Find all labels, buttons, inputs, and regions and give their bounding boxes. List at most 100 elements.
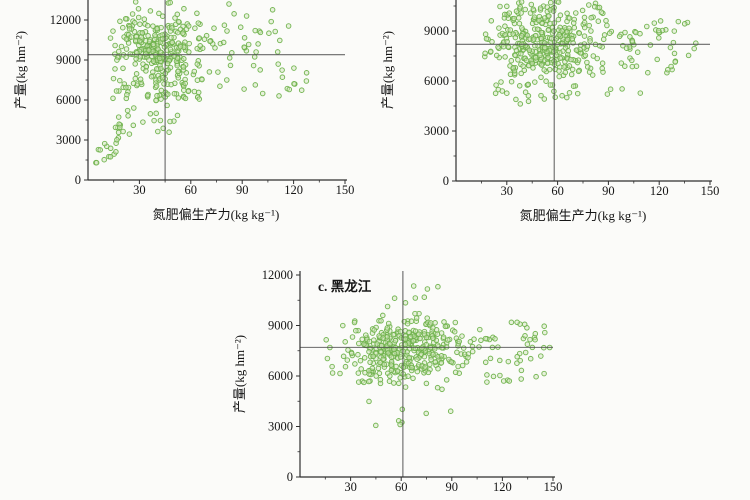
data-point [424, 286, 431, 292]
data-point [665, 66, 671, 73]
data-point [672, 59, 678, 65]
data-point [522, 6, 528, 13]
data-point [414, 368, 421, 375]
data-point [158, 96, 164, 102]
data-point [195, 20, 202, 26]
data-point [515, 57, 521, 63]
data-point [430, 351, 436, 358]
data-point [133, 56, 139, 62]
data-point [402, 341, 409, 348]
data-point [657, 18, 664, 24]
data-point [191, 68, 198, 75]
data-point [442, 323, 449, 330]
data-point [427, 320, 434, 326]
y-tick-label: 9000 [56, 53, 81, 67]
data-point [175, 75, 182, 81]
data-point [159, 36, 166, 42]
data-point [211, 25, 217, 31]
data-point [671, 28, 678, 34]
x-axis-label: 氮肥偏生产力(kg kg⁻¹) [153, 207, 280, 222]
data-point [482, 31, 489, 37]
data-point [115, 114, 122, 120]
data-point [519, 25, 525, 31]
data-point [487, 355, 494, 362]
data-point [221, 22, 228, 28]
data-point [414, 356, 420, 362]
data-point [518, 367, 525, 374]
data-point [532, 79, 538, 85]
data-point [445, 337, 451, 343]
data-point [452, 319, 459, 326]
data-point [117, 77, 123, 84]
data-point [459, 362, 466, 369]
data-point [604, 91, 611, 97]
data-point [201, 36, 208, 42]
data-point [124, 91, 130, 98]
data-point [600, 36, 607, 43]
data-point [123, 46, 130, 52]
data-point [126, 26, 133, 32]
data-point [547, 0, 554, 6]
data-point [459, 333, 465, 339]
data-point [591, 3, 598, 10]
data-point [196, 35, 203, 41]
data-point [366, 378, 372, 385]
data-point [101, 140, 108, 147]
y-tick-label: 3000 [268, 420, 293, 434]
data-point [114, 137, 120, 143]
data-point [374, 341, 380, 347]
data-point [174, 29, 181, 36]
data-point [388, 367, 395, 374]
data-point [529, 60, 535, 67]
x-tick-label: 150 [701, 184, 720, 198]
data-point [182, 80, 188, 87]
data-point [619, 86, 625, 92]
data-point [110, 28, 116, 34]
data-point [337, 370, 343, 377]
data-point [174, 11, 181, 18]
data-point [175, 68, 181, 75]
x-tick-label: 120 [493, 480, 512, 494]
scatter-plot-a: 30 60 90 120 150 0 3000 6000 9000 12000 氮肥偏生产力(kg … [13, 0, 354, 222]
data-point [135, 6, 142, 12]
data-point [126, 131, 133, 137]
scatter-plot-b: 30 60 90 120 150 0 3000 6000 9000 氮肥偏生产力(kg kg⁻¹)… [380, 0, 719, 223]
data-point [513, 47, 520, 54]
data-point [584, 64, 591, 70]
data-point [645, 69, 651, 76]
data-point [132, 0, 139, 5]
data-point [194, 61, 201, 67]
data-point [499, 88, 506, 94]
x-tick-label: 30 [133, 183, 146, 197]
data-point [515, 15, 522, 21]
data-point [152, 32, 158, 38]
data-point [423, 410, 429, 417]
data-point [186, 49, 192, 55]
data-point [492, 90, 499, 97]
data-point [274, 49, 281, 55]
data-point [227, 62, 234, 69]
data-point [525, 98, 532, 105]
data-point [606, 30, 613, 36]
data-point [355, 351, 361, 358]
data-point [541, 323, 547, 329]
data-point [303, 70, 310, 76]
data-point [421, 353, 428, 360]
data-point [504, 38, 510, 45]
data-point [523, 57, 530, 64]
x-tick-label: 120 [284, 183, 303, 197]
data-point [571, 24, 578, 31]
data-point [438, 359, 445, 366]
data-point [253, 49, 259, 55]
x-tick-label: 120 [650, 184, 669, 198]
data-point [538, 353, 544, 359]
data-point [412, 295, 419, 301]
data-point [120, 128, 126, 135]
data-point [482, 359, 489, 366]
y-tick-label: 12000 [262, 268, 293, 282]
data-point [469, 348, 476, 355]
data-point [555, 0, 562, 5]
data-point [532, 336, 538, 343]
data-point [542, 44, 548, 51]
data-point [568, 71, 575, 78]
